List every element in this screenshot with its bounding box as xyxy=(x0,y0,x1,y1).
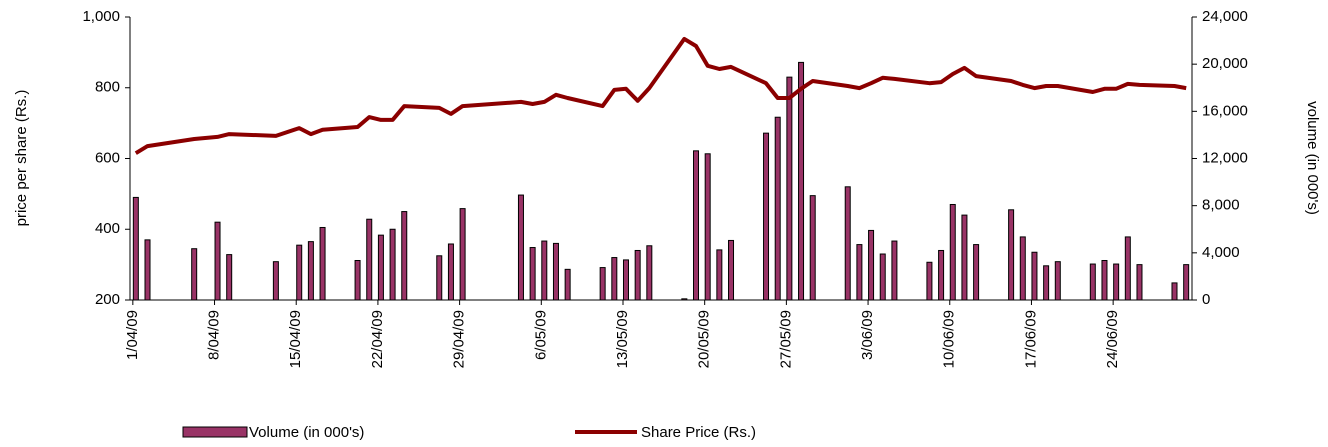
volume-bar xyxy=(529,247,536,301)
volume-bar xyxy=(564,268,571,301)
volume-bar xyxy=(272,261,279,301)
volume-bar xyxy=(447,243,454,301)
volume-bar xyxy=(973,244,980,301)
x-tick-label: 6/05/09 xyxy=(532,310,549,360)
volume-bar xyxy=(296,244,303,301)
volume-bar xyxy=(728,239,735,301)
x-tick-label: 20/05/09 xyxy=(696,310,713,368)
volume-bar xyxy=(1136,264,1143,301)
x-tick-label: 22/04/09 xyxy=(369,310,386,368)
volume-bar xyxy=(716,249,723,301)
volume-bar xyxy=(891,240,898,301)
volume-bar xyxy=(389,228,396,301)
y-axis-title: price per share (Rs.) xyxy=(13,90,30,227)
volume-bar xyxy=(949,203,956,301)
volume-bar xyxy=(961,214,968,301)
volume-bar xyxy=(856,244,863,301)
y2-tick-label: 4,000 xyxy=(1202,244,1240,261)
volume-bar xyxy=(366,218,373,301)
legend-label: Share Price (Rs.) xyxy=(641,424,756,441)
x-tick-label: 8/04/09 xyxy=(205,310,222,360)
volume-bar xyxy=(1124,236,1131,301)
volume-bar xyxy=(844,186,851,301)
y-tick-label: 200 xyxy=(95,291,120,308)
y2-tick-label: 8,000 xyxy=(1202,197,1240,214)
x-tick-label: 3/06/09 xyxy=(859,310,876,360)
volume-bar xyxy=(1089,263,1096,301)
x-tick-label: 29/04/09 xyxy=(451,310,468,368)
volume-bar xyxy=(191,248,198,301)
volume-bar xyxy=(809,195,816,301)
y2-tick-label: 24,000 xyxy=(1202,8,1248,25)
volume-bar xyxy=(541,240,548,301)
volume-bar xyxy=(1031,251,1038,301)
volume-bar xyxy=(1171,282,1178,301)
volume-bar xyxy=(459,208,466,301)
volume-bar xyxy=(1019,236,1026,301)
volume-bar xyxy=(704,153,711,301)
volume-bar xyxy=(552,242,559,301)
volume-bar xyxy=(517,194,524,301)
volume-bar xyxy=(436,255,443,301)
volume-bar xyxy=(307,241,314,301)
volume-bar xyxy=(1113,263,1120,301)
volume-bar xyxy=(646,245,653,301)
volume-bar xyxy=(132,196,139,301)
volume-bar xyxy=(938,249,945,301)
x-tick-label: 15/04/09 xyxy=(287,310,304,368)
legend-swatch xyxy=(182,426,248,438)
volume-bar xyxy=(634,249,641,301)
volume-bar xyxy=(926,261,933,301)
y-tick-label: 1,000 xyxy=(82,8,120,25)
y-tick-label: 400 xyxy=(95,220,120,237)
x-tick-label: 17/06/09 xyxy=(1022,310,1039,368)
volume-bar xyxy=(214,221,221,301)
volume-bar xyxy=(319,226,326,301)
volume-bar xyxy=(1043,265,1050,301)
y2-tick-label: 16,000 xyxy=(1202,102,1248,119)
volume-bar xyxy=(1183,264,1190,301)
x-tick-label: 27/05/09 xyxy=(777,310,794,368)
volume-bar xyxy=(377,234,384,301)
volume-bar xyxy=(611,257,618,301)
volume-bar xyxy=(1008,209,1015,301)
volume-bar xyxy=(763,132,770,301)
x-tick-label: 24/06/09 xyxy=(1104,310,1121,368)
volume-bar xyxy=(354,259,361,301)
y2-axis-title: volume (in 000's) xyxy=(1304,101,1321,215)
volume-bar xyxy=(226,254,233,301)
volume-bar xyxy=(774,116,781,301)
volume-bar xyxy=(599,267,606,301)
y2-tick-label: 0 xyxy=(1202,291,1210,308)
volume-bar xyxy=(681,298,688,301)
volume-bar xyxy=(868,229,875,301)
volume-bar xyxy=(879,253,886,301)
volume-bar xyxy=(693,150,700,301)
y2-tick-label: 12,000 xyxy=(1202,149,1248,166)
y-tick-label: 600 xyxy=(95,149,120,166)
x-tick-label: 10/06/09 xyxy=(941,310,958,368)
legend-label: Volume (in 000's) xyxy=(249,424,364,441)
x-tick-label: 13/05/09 xyxy=(614,310,631,368)
y-tick-label: 800 xyxy=(95,79,120,96)
volume-bar xyxy=(1054,261,1061,301)
volume-bar xyxy=(144,239,151,301)
volume-bar xyxy=(1101,259,1108,301)
volume-bar xyxy=(401,211,408,301)
volume-bar xyxy=(786,76,793,301)
y2-tick-label: 20,000 xyxy=(1202,55,1248,72)
volume-bar xyxy=(622,259,629,301)
x-tick-label: 1/04/09 xyxy=(124,310,141,360)
volume-bar xyxy=(798,61,805,301)
price-line xyxy=(134,36,1187,155)
